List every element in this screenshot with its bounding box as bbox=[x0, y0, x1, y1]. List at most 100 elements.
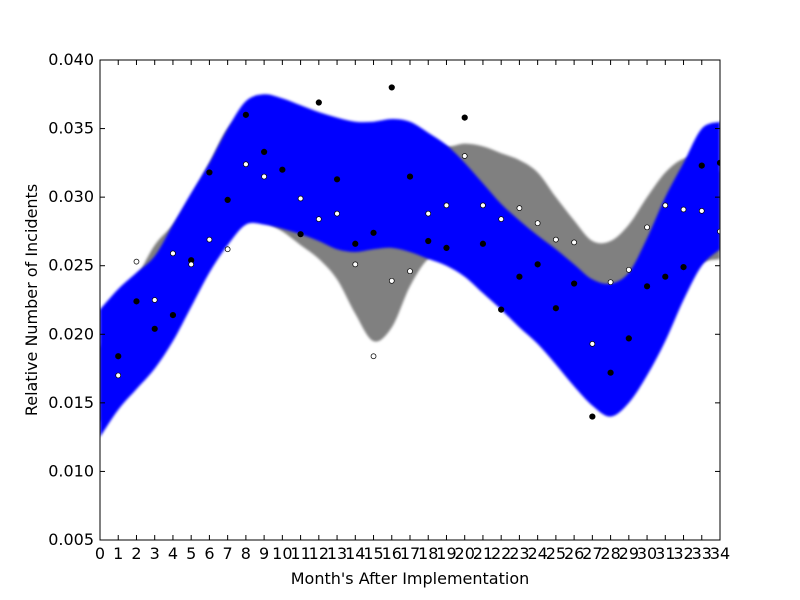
open-point-27 bbox=[625, 266, 632, 273]
filled-point-18 bbox=[443, 244, 450, 251]
x-tick-labels: 0 1 2 3 4 5 6 7 8 9 101112131415161718192021222324… bbox=[95, 544, 730, 563]
filled-point-30 bbox=[662, 273, 669, 280]
open-point-15 bbox=[407, 268, 413, 275]
open-point-10 bbox=[315, 216, 322, 222]
open-point-17 bbox=[443, 202, 450, 209]
x-tick-label: 24 bbox=[527, 544, 547, 563]
x-tick-label: 4 bbox=[168, 544, 178, 563]
open-point-4 bbox=[188, 261, 195, 268]
y-tick-label: 0.005 bbox=[48, 530, 94, 549]
open-point-30 bbox=[680, 206, 687, 213]
x-tick-label: 33 bbox=[692, 544, 712, 563]
filled-point-19 bbox=[461, 114, 468, 121]
filled-point-31 bbox=[680, 263, 687, 271]
y-tick-label: 0.040 bbox=[48, 50, 94, 69]
open-point-26 bbox=[607, 279, 614, 286]
open-point-8 bbox=[261, 173, 267, 180]
x-tick-label: 9 bbox=[259, 544, 269, 563]
x-tick-label: 22 bbox=[491, 544, 511, 563]
x-tick-label: 26 bbox=[564, 544, 584, 563]
open-point-22 bbox=[534, 220, 541, 227]
open-point-21 bbox=[516, 205, 523, 211]
open-point-9 bbox=[297, 195, 304, 202]
filled-point-32 bbox=[698, 162, 705, 169]
x-tick-label: 14 bbox=[345, 544, 365, 563]
x-tick-label: 8 bbox=[241, 544, 251, 563]
filled-point-22 bbox=[516, 273, 523, 280]
filled-point-25 bbox=[571, 280, 578, 287]
x-tick-label: 29 bbox=[619, 544, 639, 563]
open-point-7 bbox=[243, 161, 249, 168]
open-point-2 bbox=[151, 297, 158, 303]
x-tick-label: 17 bbox=[400, 544, 420, 563]
filled-point-21 bbox=[498, 306, 505, 313]
open-point-6 bbox=[224, 246, 231, 253]
open-point-5 bbox=[206, 236, 213, 243]
confidence-band-2 bbox=[100, 94, 720, 438]
data-points bbox=[115, 84, 720, 420]
x-tick-label: 12 bbox=[309, 544, 329, 563]
filled-point-10 bbox=[297, 231, 304, 238]
open-point-1 bbox=[133, 258, 140, 265]
filled-point-2 bbox=[151, 325, 158, 332]
y-tick-label: 0.035 bbox=[48, 119, 94, 138]
filled-point-14 bbox=[370, 229, 377, 236]
open-point-3 bbox=[170, 250, 176, 257]
x-tick-label: 11 bbox=[290, 544, 310, 563]
filled-point-16 bbox=[406, 173, 414, 180]
filled-point-26 bbox=[589, 413, 596, 420]
open-point-11 bbox=[334, 210, 340, 217]
filled-point-12 bbox=[333, 176, 341, 183]
y-tick-labels: 0.005 0.010 0.015 0.020 0.025 0.030 0.035 0.040 bbox=[48, 50, 94, 549]
filled-point-7 bbox=[242, 111, 249, 118]
confidence-bands bbox=[100, 94, 720, 438]
filled-point-23 bbox=[534, 261, 541, 268]
open-point-13 bbox=[370, 353, 377, 360]
open-point-24 bbox=[571, 239, 577, 246]
filled-point-3 bbox=[169, 311, 177, 319]
x-tick-label: 0 bbox=[95, 544, 105, 563]
x-tick-label: 18 bbox=[418, 544, 438, 563]
x-tick-label: 21 bbox=[473, 544, 493, 563]
y-tick-label: 0.010 bbox=[48, 461, 94, 480]
filled-point-11 bbox=[315, 99, 322, 106]
x-tick-label: 15 bbox=[363, 544, 383, 563]
x-tick-label: 16 bbox=[382, 544, 402, 563]
filled-point-28 bbox=[625, 335, 632, 342]
filled-point-5 bbox=[206, 169, 213, 176]
y-tick-label: 0.015 bbox=[48, 393, 94, 412]
open-point-16 bbox=[425, 210, 432, 217]
open-point-0 bbox=[115, 372, 122, 379]
filled-point-13 bbox=[352, 240, 359, 247]
y-tick-label: 0.030 bbox=[48, 187, 94, 206]
filled-point-29 bbox=[643, 283, 651, 290]
filled-point-9 bbox=[279, 166, 286, 173]
open-point-23 bbox=[553, 236, 559, 243]
filled-point-15 bbox=[388, 84, 395, 91]
open-point-12 bbox=[352, 261, 359, 268]
filled-point-20 bbox=[479, 240, 487, 247]
filled-point-27 bbox=[607, 369, 614, 376]
x-tick-label: 25 bbox=[546, 544, 566, 563]
y-axis-label: Relative Number of Incidents bbox=[22, 184, 41, 416]
open-point-18 bbox=[461, 153, 468, 159]
open-point-19 bbox=[480, 202, 486, 209]
x-tick-label: 7 bbox=[223, 544, 233, 563]
y-tick-label: 0.020 bbox=[48, 324, 94, 343]
open-point-25 bbox=[589, 341, 596, 347]
open-point-29 bbox=[662, 202, 669, 209]
open-point-32 bbox=[717, 228, 720, 235]
open-point-28 bbox=[644, 224, 650, 231]
x-tick-label: 31 bbox=[655, 544, 675, 563]
open-point-20 bbox=[498, 216, 505, 222]
x-axis-label: Month's After Implementation bbox=[291, 569, 530, 588]
filled-point-24 bbox=[552, 305, 559, 312]
x-tick-label: 6 bbox=[204, 544, 214, 563]
filled-point-8 bbox=[261, 148, 268, 155]
filled-point-17 bbox=[425, 237, 432, 245]
axis-ticks bbox=[99, 59, 721, 541]
x-tick-label: 5 bbox=[186, 544, 196, 563]
x-tick-label: 2 bbox=[131, 544, 141, 563]
x-tick-label: 10 bbox=[272, 544, 292, 563]
